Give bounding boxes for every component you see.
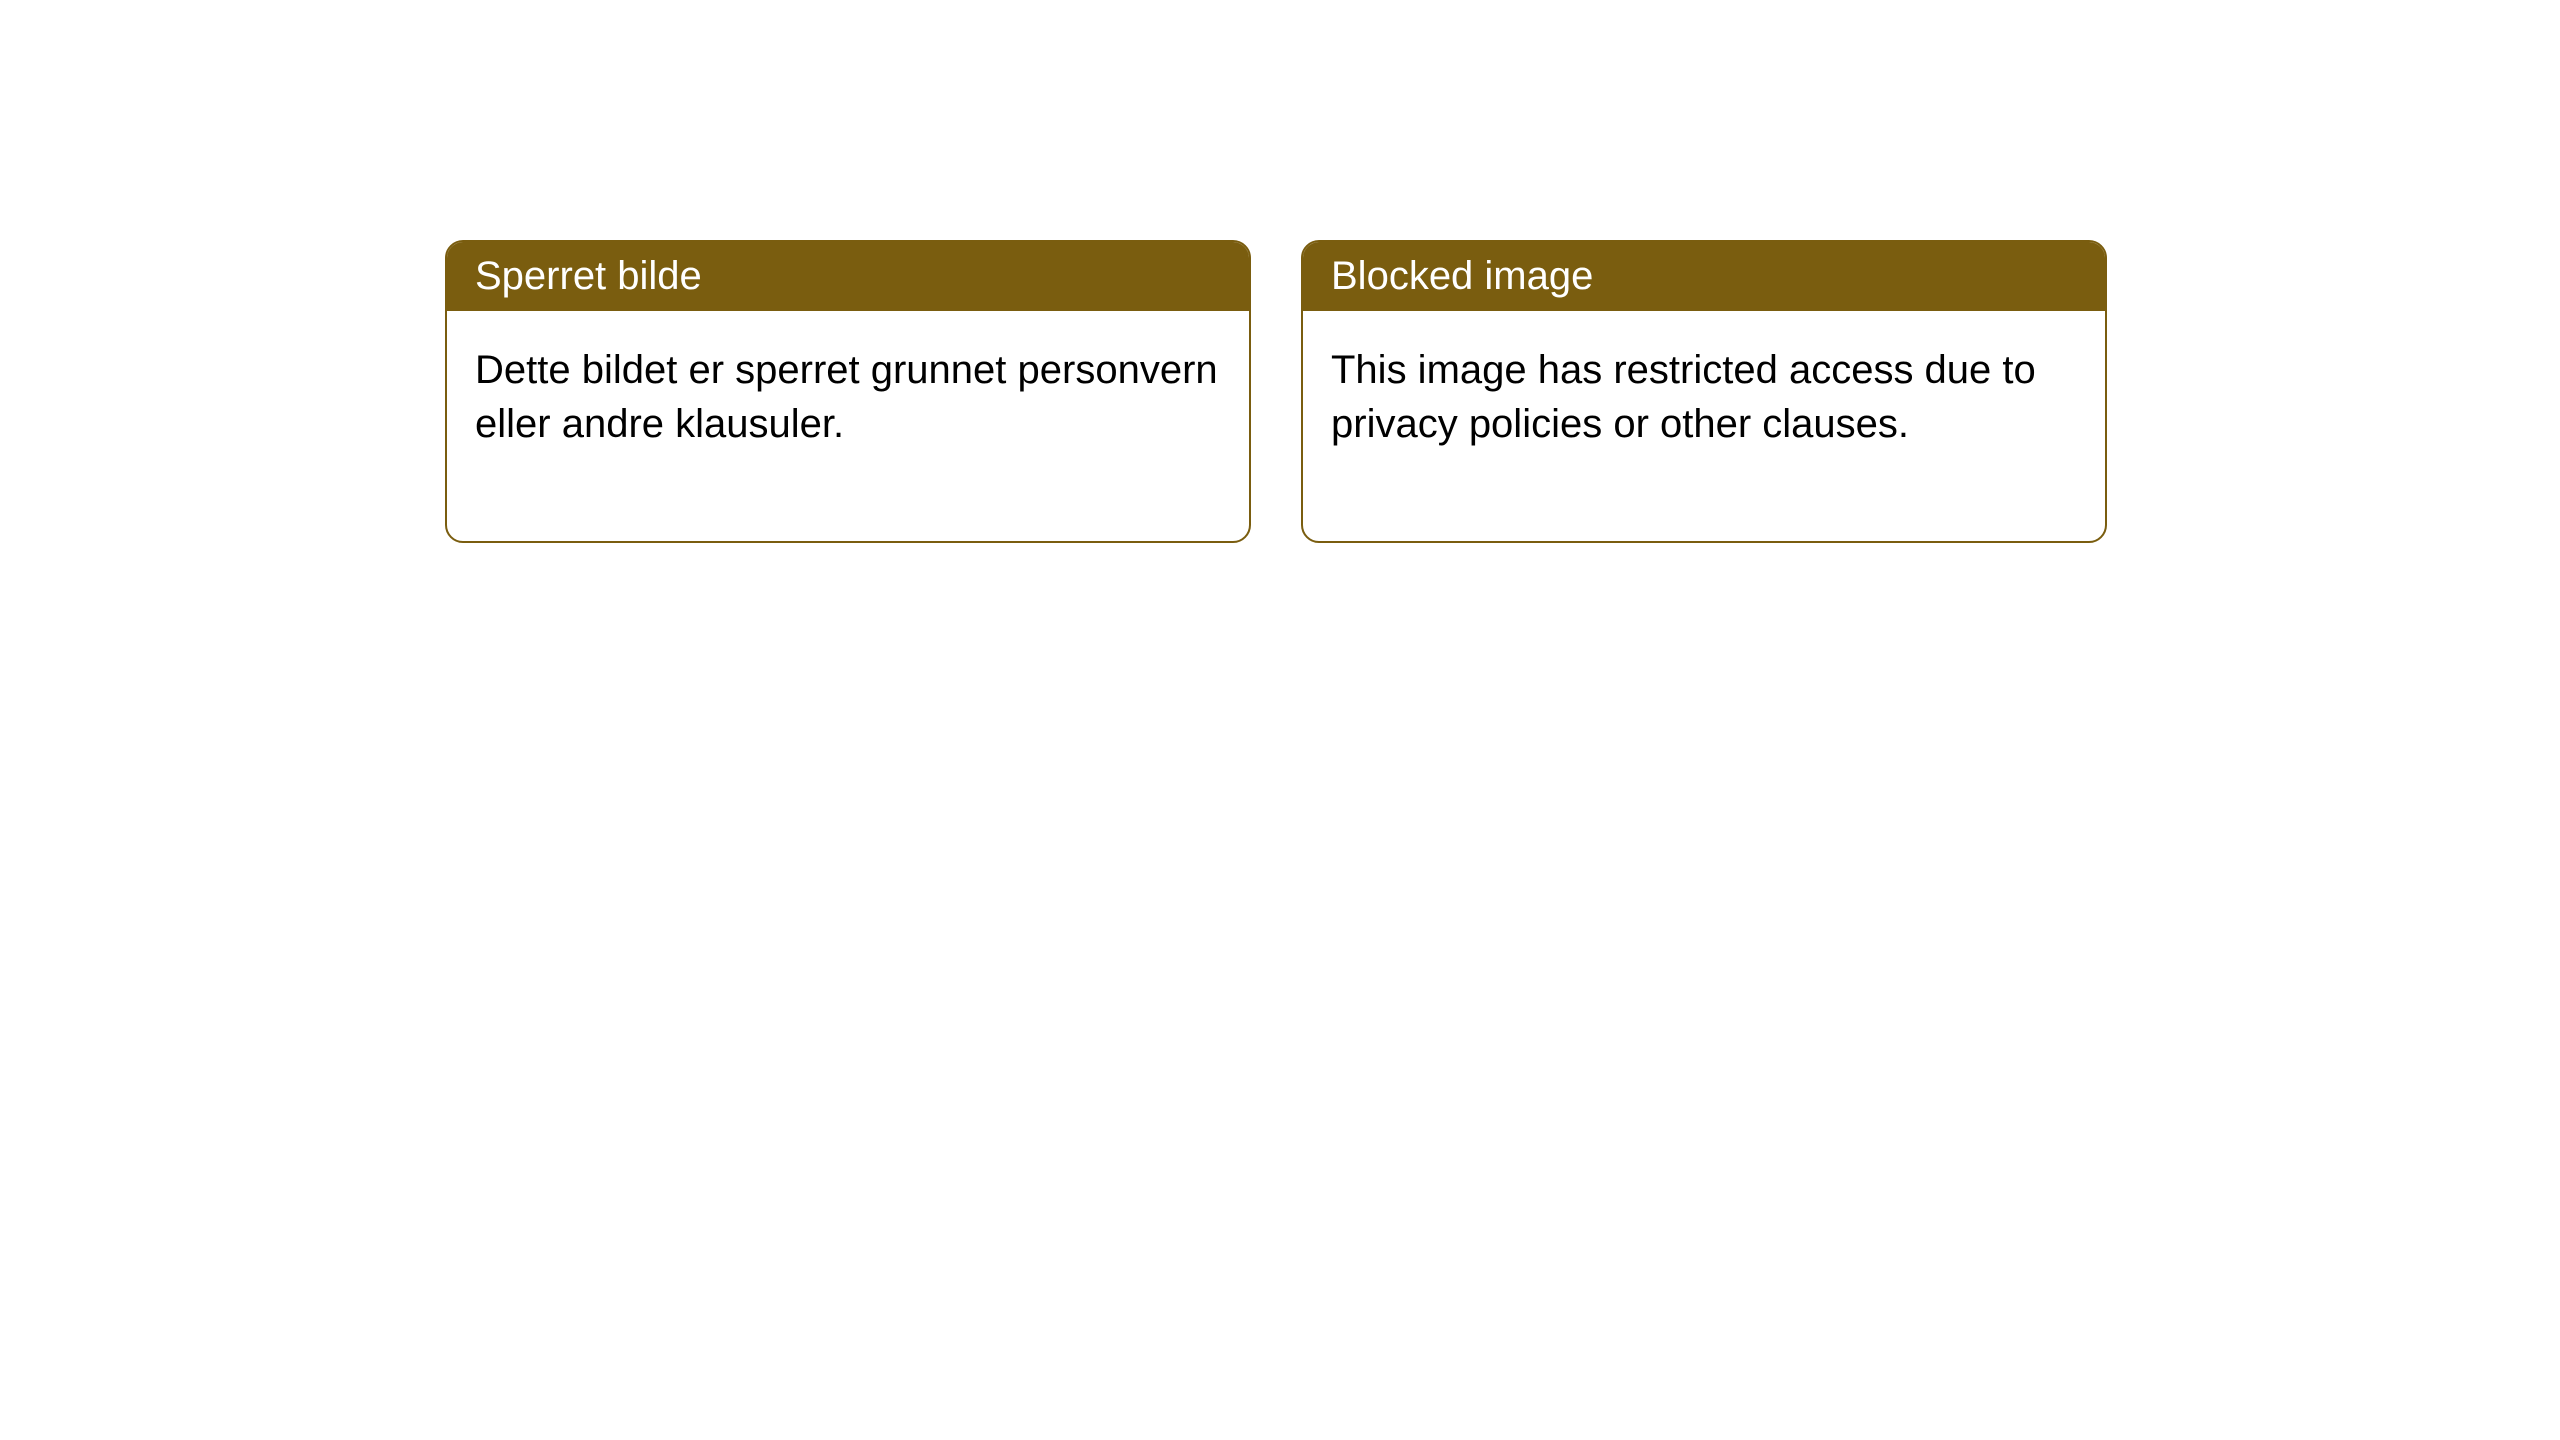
notice-card-english: Blocked image This image has restricted … [1301, 240, 2107, 543]
notice-card-norwegian: Sperret bilde Dette bildet er sperret gr… [445, 240, 1251, 543]
notice-title: Sperret bilde [475, 254, 702, 298]
notice-body-text: Dette bildet er sperret grunnet personve… [475, 348, 1218, 446]
notice-body-norwegian: Dette bildet er sperret grunnet personve… [447, 311, 1249, 541]
notice-body-english: This image has restricted access due to … [1303, 311, 2105, 541]
notice-header-english: Blocked image [1303, 242, 2105, 311]
notice-container: Sperret bilde Dette bildet er sperret gr… [445, 240, 2107, 543]
notice-header-norwegian: Sperret bilde [447, 242, 1249, 311]
notice-title: Blocked image [1331, 254, 1593, 298]
notice-body-text: This image has restricted access due to … [1331, 348, 2036, 446]
